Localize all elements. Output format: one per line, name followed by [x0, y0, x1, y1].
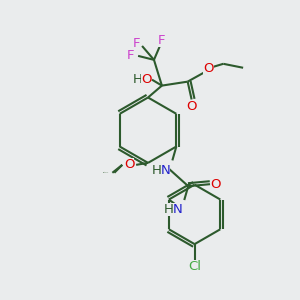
Text: O: O — [124, 158, 134, 171]
Text: O: O — [186, 100, 197, 113]
Text: H: H — [133, 73, 143, 86]
Text: O: O — [203, 62, 214, 75]
Text: O: O — [211, 178, 221, 191]
Text: H: H — [152, 164, 161, 177]
Text: H: H — [164, 203, 173, 216]
Text: F: F — [132, 38, 140, 50]
Text: O: O — [141, 73, 151, 86]
Text: Cl: Cl — [188, 260, 201, 273]
Text: F: F — [158, 34, 166, 46]
Text: methoxy: methoxy — [103, 172, 110, 173]
Text: N: N — [160, 164, 170, 177]
Text: F: F — [126, 50, 134, 62]
Text: N: N — [172, 203, 182, 216]
